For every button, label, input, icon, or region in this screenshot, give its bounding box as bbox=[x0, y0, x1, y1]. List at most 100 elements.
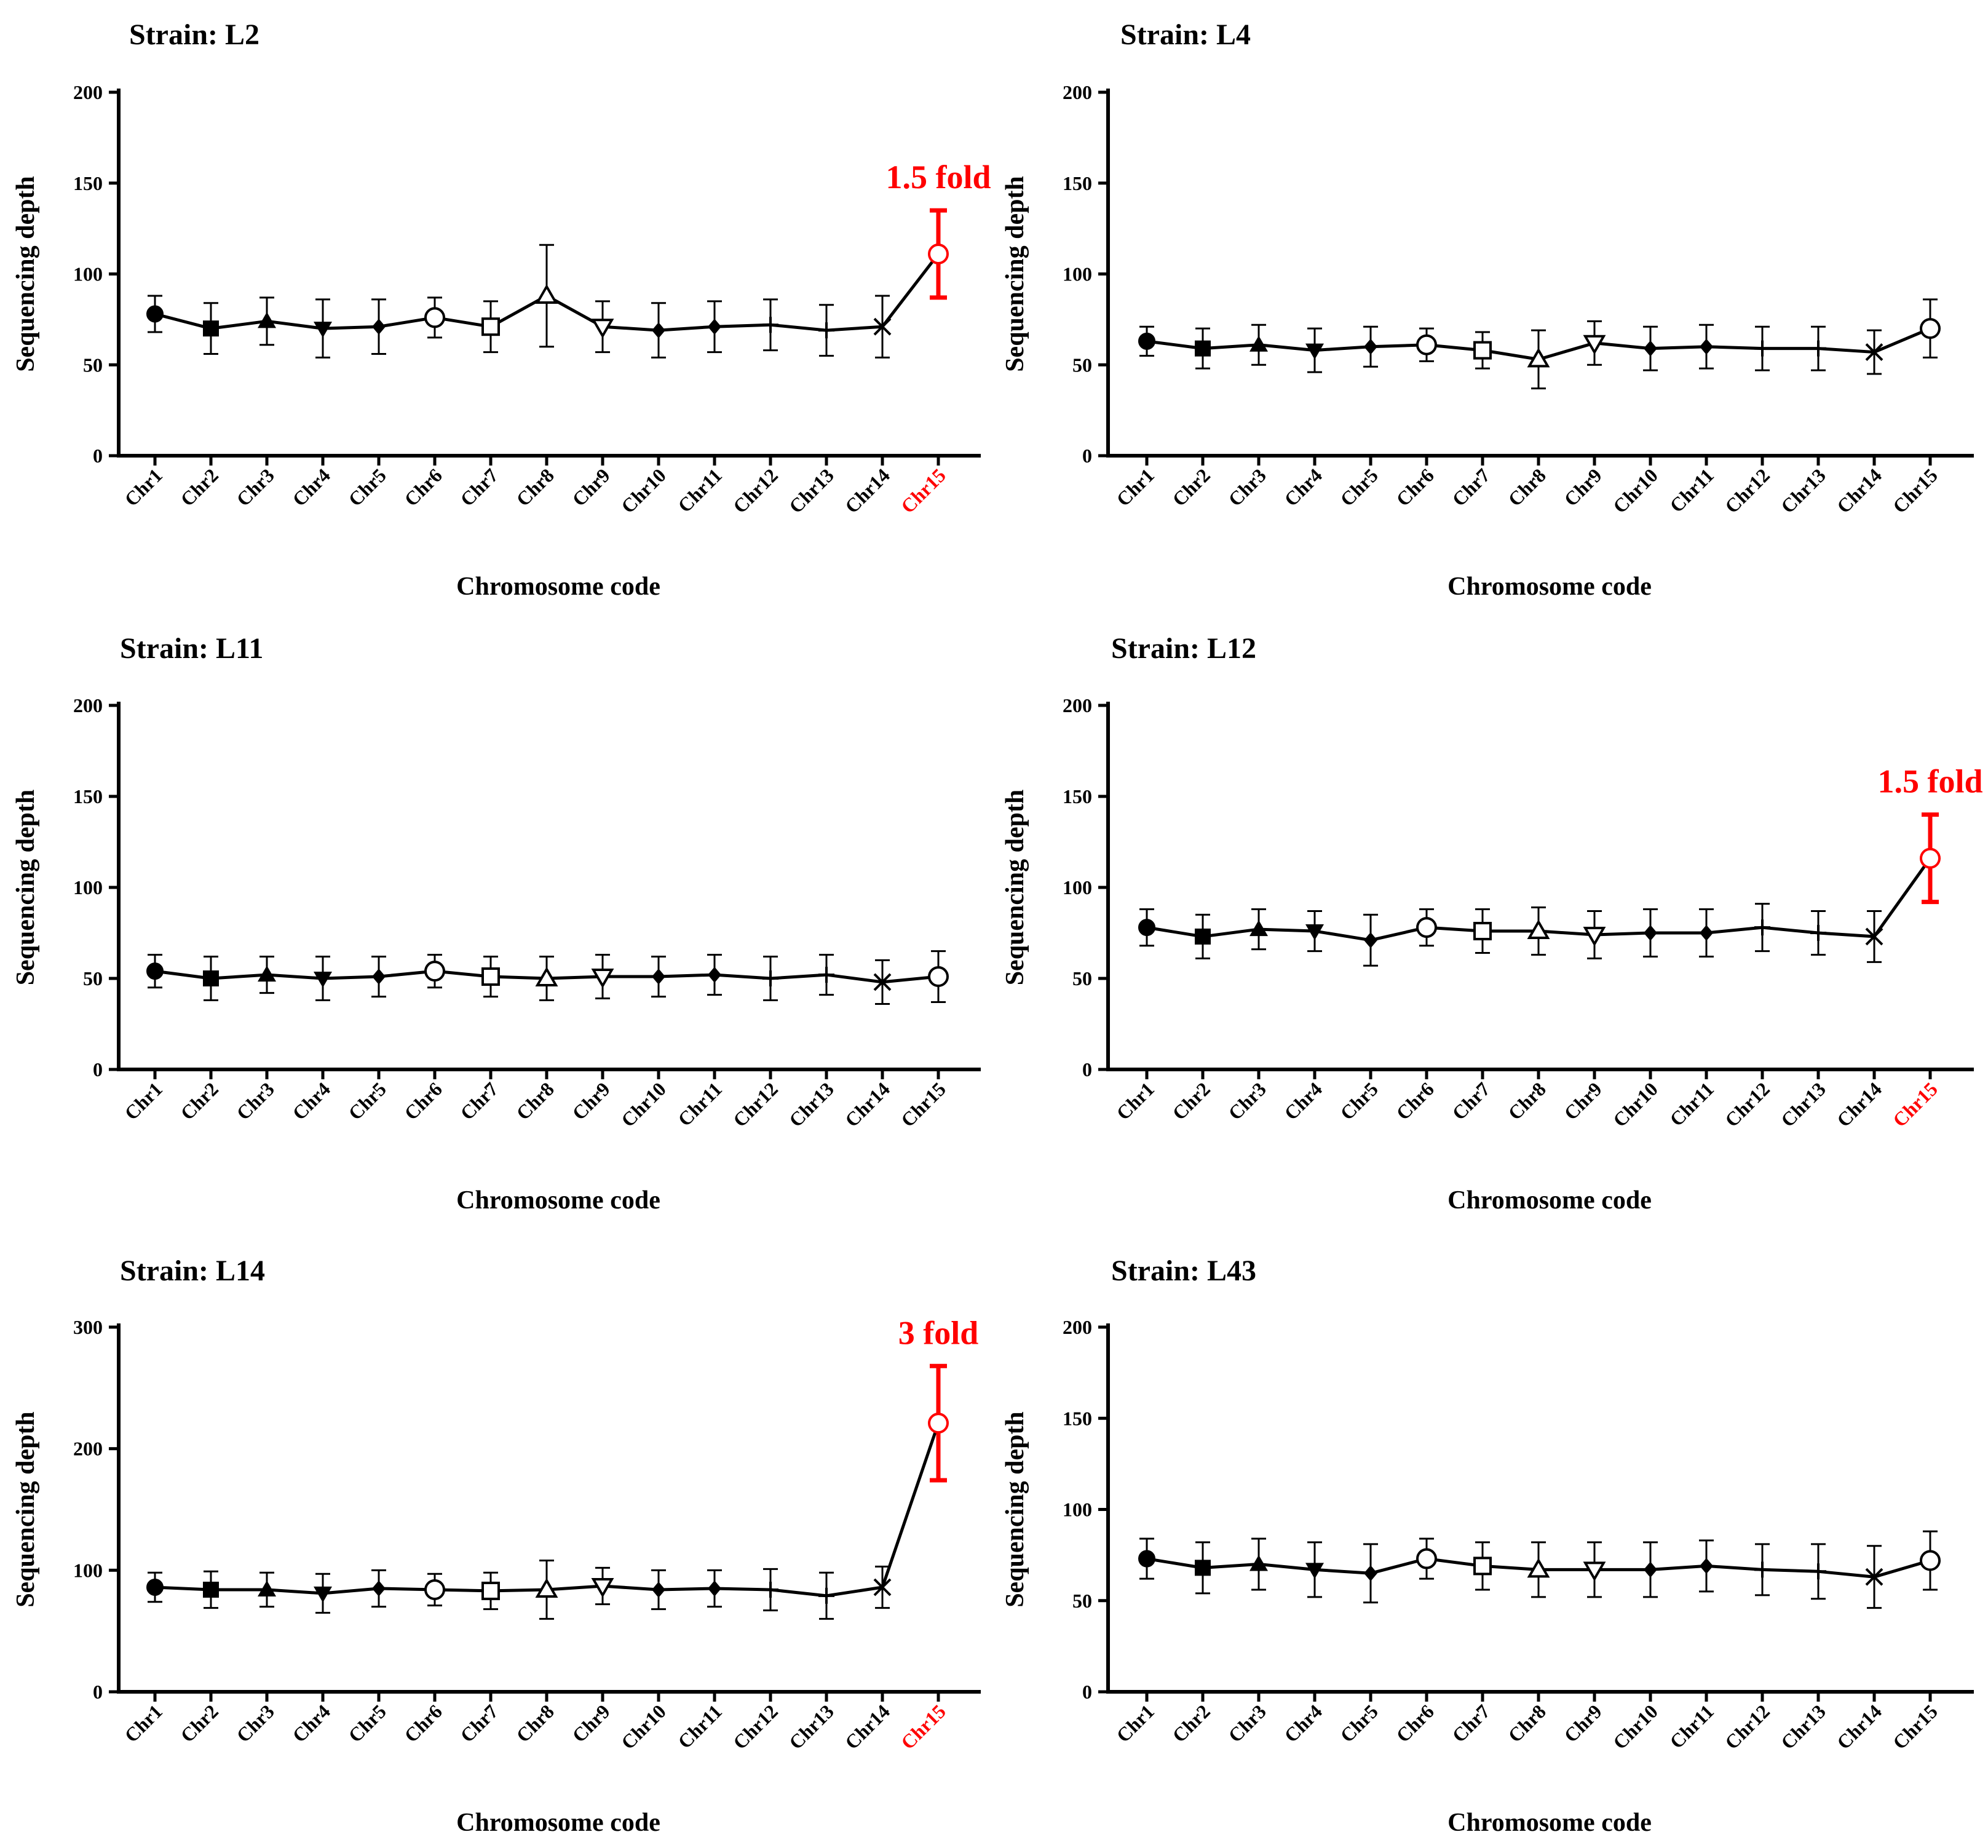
data-point bbox=[1364, 1565, 1377, 1582]
data-point bbox=[1754, 340, 1770, 357]
data-point bbox=[1195, 1560, 1211, 1576]
x-axis-label: Chromosome code bbox=[1447, 1809, 1652, 1837]
data-point bbox=[424, 307, 445, 328]
y-tick-label: 200 bbox=[1063, 81, 1092, 103]
data-point bbox=[1416, 1548, 1437, 1569]
data-point bbox=[1249, 335, 1268, 352]
data-point bbox=[1195, 928, 1211, 945]
y-axis-label: Sequencing depth bbox=[12, 1411, 40, 1608]
y-tick-label: 200 bbox=[73, 81, 103, 103]
data-point bbox=[535, 966, 558, 986]
data-point bbox=[1644, 1561, 1657, 1578]
data-point bbox=[535, 1577, 558, 1598]
data-point bbox=[1644, 925, 1657, 941]
data-point bbox=[481, 1581, 500, 1600]
x-axis-label: Chromosome code bbox=[1447, 573, 1652, 601]
y-axis-label: Sequencing depth bbox=[1001, 176, 1029, 372]
data-point bbox=[1754, 1561, 1770, 1578]
y-tick-label: 100 bbox=[73, 876, 103, 898]
x-axis-label: Chromosome code bbox=[456, 573, 660, 601]
y-tick-label: 150 bbox=[1063, 1407, 1092, 1429]
y-tick-label: 150 bbox=[1063, 172, 1092, 194]
y-tick-label: 0 bbox=[1082, 1058, 1092, 1081]
y-tick-label: 50 bbox=[1072, 1590, 1092, 1612]
data-point bbox=[591, 1578, 614, 1598]
y-tick-label: 100 bbox=[73, 1559, 103, 1581]
y-tick-label: 150 bbox=[73, 172, 103, 194]
panel-title: Strain: L11 bbox=[120, 632, 263, 665]
data-point bbox=[372, 969, 386, 985]
data-point bbox=[873, 1578, 892, 1596]
y-axis-label: Sequencing depth bbox=[1001, 790, 1029, 986]
data-point bbox=[258, 1580, 276, 1596]
data-point bbox=[1364, 338, 1377, 355]
data-point bbox=[762, 970, 778, 986]
data-point bbox=[591, 319, 614, 339]
data-point bbox=[1700, 1558, 1713, 1574]
data-point bbox=[258, 312, 276, 328]
data-point bbox=[314, 322, 332, 338]
x-axis-label: Chromosome code bbox=[1447, 1186, 1652, 1215]
data-point bbox=[591, 969, 614, 989]
y-axis-label: Sequencing depth bbox=[12, 176, 40, 372]
data-point bbox=[708, 1580, 721, 1596]
y-tick-label: 0 bbox=[1082, 1681, 1092, 1703]
x-axis-label: Chromosome code bbox=[456, 1186, 660, 1215]
data-point bbox=[481, 317, 500, 336]
data-point bbox=[1527, 347, 1550, 368]
data-point bbox=[1644, 340, 1657, 357]
data-point bbox=[1473, 922, 1492, 941]
data-point bbox=[1865, 1568, 1883, 1586]
data-point bbox=[203, 1581, 219, 1598]
data-point bbox=[1754, 919, 1770, 936]
data-point bbox=[146, 1579, 164, 1596]
data-point bbox=[146, 305, 164, 323]
data-point bbox=[652, 322, 665, 339]
data-point bbox=[314, 972, 332, 988]
data-point bbox=[203, 970, 219, 986]
data-point bbox=[1249, 1555, 1268, 1571]
y-tick-label: 50 bbox=[1072, 967, 1092, 989]
y-axis-label: Sequencing depth bbox=[1001, 1411, 1029, 1608]
data-point bbox=[1527, 1558, 1550, 1578]
data-point bbox=[372, 319, 386, 335]
panel-title: Strain: L14 bbox=[120, 1255, 265, 1287]
fold-annotation: 1.5 fold bbox=[885, 159, 991, 196]
data-point bbox=[424, 961, 445, 982]
y-tick-label: 0 bbox=[93, 1681, 103, 1703]
data-point bbox=[424, 1579, 445, 1600]
data-point bbox=[1810, 340, 1826, 357]
data-point bbox=[873, 317, 892, 336]
data-point bbox=[314, 1586, 332, 1603]
data-point bbox=[1920, 1550, 1941, 1571]
data-point bbox=[1700, 925, 1713, 941]
data-point bbox=[535, 284, 558, 304]
data-point bbox=[928, 243, 949, 264]
y-tick-label: 50 bbox=[83, 967, 103, 989]
data-point bbox=[1583, 335, 1606, 355]
data-point bbox=[1416, 334, 1437, 355]
data-point bbox=[818, 1587, 834, 1604]
data-point bbox=[1305, 924, 1324, 941]
data-point bbox=[1138, 1550, 1155, 1568]
data-point bbox=[1138, 919, 1155, 937]
fold-annotation: 3 fold bbox=[898, 1314, 979, 1351]
data-point bbox=[1583, 1561, 1606, 1582]
y-tick-label: 50 bbox=[83, 354, 103, 376]
data-point bbox=[1700, 338, 1713, 355]
data-point bbox=[873, 973, 892, 991]
data-point bbox=[1865, 343, 1883, 361]
data-point bbox=[1473, 1557, 1492, 1576]
data-point bbox=[708, 319, 721, 335]
panel-title: Strain: L43 bbox=[1111, 1255, 1256, 1287]
data-point bbox=[372, 1580, 386, 1596]
data-point bbox=[708, 967, 721, 983]
y-tick-label: 0 bbox=[1082, 445, 1092, 467]
y-tick-label: 200 bbox=[1063, 1316, 1092, 1338]
data-point bbox=[1249, 920, 1268, 937]
data-point bbox=[652, 1581, 665, 1598]
data-point bbox=[1583, 926, 1606, 946]
data-point bbox=[1416, 917, 1437, 938]
